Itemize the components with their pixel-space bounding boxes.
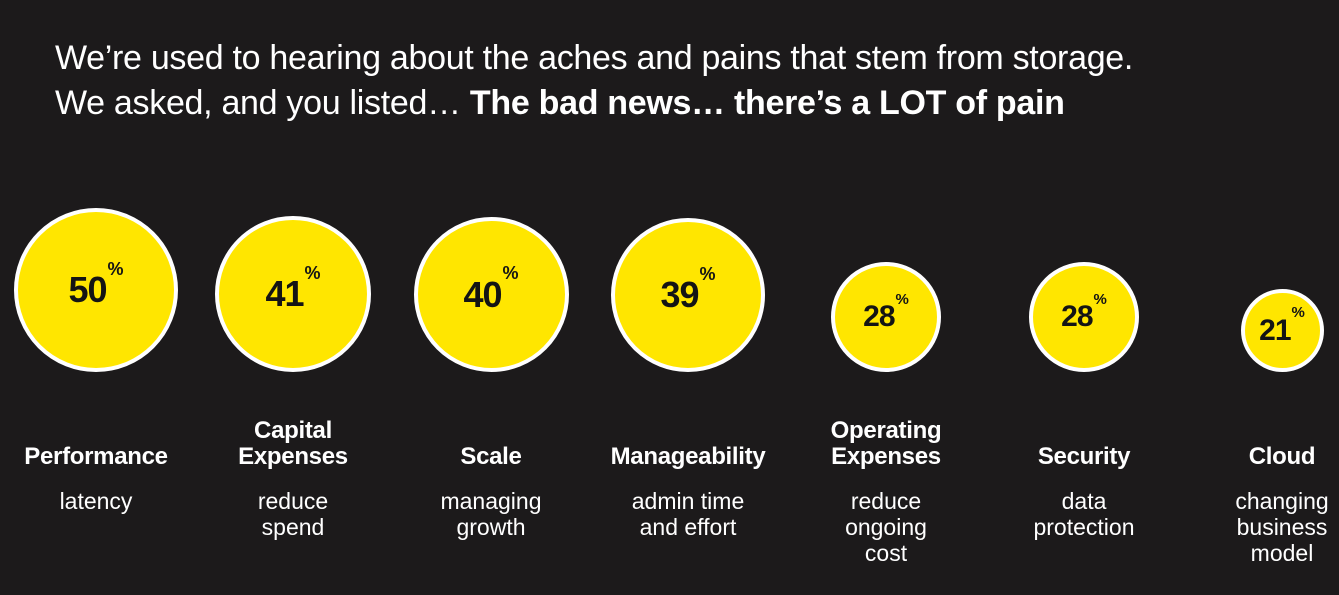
category-title: Cloud (1248, 443, 1316, 470)
value-text: 28% (1061, 291, 1107, 333)
percent-sign: % (1093, 290, 1107, 308)
value-label: 28 (1061, 300, 1093, 333)
value-text: 40% (463, 263, 518, 315)
category-title: Security (1037, 443, 1131, 470)
category-label-4: Manageability admin time and effort (588, 443, 788, 541)
category-subtitle: admin time and effort (631, 488, 745, 540)
category-subtitle: managing growth (440, 488, 542, 540)
headline-line-2-bold: The bad news… there’s a LOT of pain (469, 84, 1065, 122)
bubble-6: 28% (1029, 262, 1139, 372)
percent-sign: % (107, 258, 124, 279)
category-subtitle: latency (59, 488, 133, 514)
percent-sign: % (699, 263, 716, 284)
category-label-5: Operating Expenses reduce ongoing cost (786, 417, 986, 567)
category-label-7: Cloud changing business model (1182, 443, 1339, 567)
category-title: Operating Expenses (830, 417, 942, 470)
value-text: 50% (68, 259, 123, 310)
value-label: 40 (463, 273, 502, 315)
headline-line-1: We’re used to hearing about the aches an… (55, 39, 1134, 77)
value-text: 21% (1259, 304, 1305, 347)
category-title: Performance (24, 443, 168, 470)
value-text: 28% (863, 291, 909, 333)
headline-line-2-regular: We asked, and you listed… (55, 84, 470, 122)
percent-sign: % (1291, 304, 1305, 322)
category-label-2: Capital Expenses reduce spend (193, 417, 393, 541)
category-subtitle: reduce spend (257, 488, 329, 540)
bubble-3: 40% (413, 217, 569, 372)
value-label: 28 (863, 300, 895, 333)
bubble-1: 50% (14, 208, 178, 372)
value-label: 41 (265, 273, 304, 314)
category-title: Capital Expenses (238, 417, 348, 470)
category-label-1: Performance latency (0, 443, 196, 515)
bubble-7: 21% (1240, 289, 1324, 372)
headline: We’re used to hearing about the aches an… (55, 36, 1295, 126)
value-label: 50 (68, 269, 107, 310)
category-label-6: Security data protection (984, 443, 1184, 541)
bubble-2: 41% (215, 216, 371, 372)
bubble-5: 28% (831, 262, 941, 372)
category-subtitle: changing business model (1235, 488, 1329, 566)
headline-line-2: We asked, and you listed… The bad news… … (55, 81, 1295, 126)
percent-sign: % (895, 290, 909, 308)
value-label: 39 (660, 274, 699, 315)
category-label-3: Scale managing growth (391, 443, 591, 541)
category-subtitle: data protection (1033, 488, 1135, 540)
percent-sign: % (502, 263, 519, 283)
bubble-4: 39% (611, 218, 765, 372)
category-title: Scale (460, 443, 522, 470)
value-text: 39% (660, 264, 715, 315)
category-subtitle: reduce ongoing cost (845, 488, 927, 566)
percent-sign: % (304, 262, 321, 283)
category-title: Manageability (610, 443, 766, 470)
value-text: 41% (265, 263, 320, 314)
value-label: 21 (1259, 313, 1291, 347)
